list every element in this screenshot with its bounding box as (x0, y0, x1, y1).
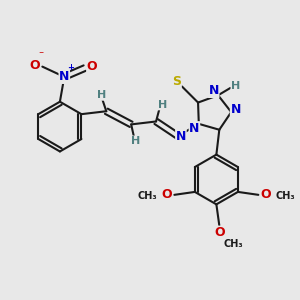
Text: H: H (231, 82, 240, 92)
Text: N: N (208, 84, 219, 98)
Text: H: H (97, 90, 106, 100)
Text: +: + (67, 63, 74, 72)
Text: CH₃: CH₃ (276, 191, 296, 201)
Text: N: N (189, 122, 200, 135)
Text: N: N (59, 70, 70, 83)
Text: H: H (158, 100, 167, 110)
Text: O: O (162, 188, 172, 201)
Text: S: S (172, 75, 181, 88)
Text: O: O (214, 226, 225, 239)
Text: CH₃: CH₃ (224, 238, 243, 249)
Text: N: N (230, 103, 241, 116)
Text: O: O (260, 188, 271, 201)
Text: H: H (131, 136, 140, 146)
Text: O: O (87, 60, 98, 73)
Text: O: O (30, 59, 40, 72)
Text: CH₃: CH₃ (137, 191, 157, 201)
Text: N: N (176, 130, 186, 142)
Text: ⁻: ⁻ (38, 50, 43, 61)
